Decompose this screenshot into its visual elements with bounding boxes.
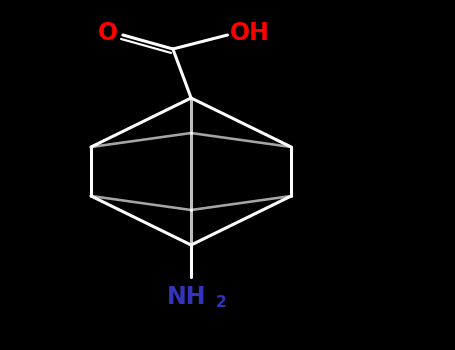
- Text: 2: 2: [215, 295, 226, 310]
- Text: NH: NH: [167, 286, 206, 309]
- Text: O: O: [98, 21, 118, 45]
- Text: OH: OH: [229, 21, 269, 45]
